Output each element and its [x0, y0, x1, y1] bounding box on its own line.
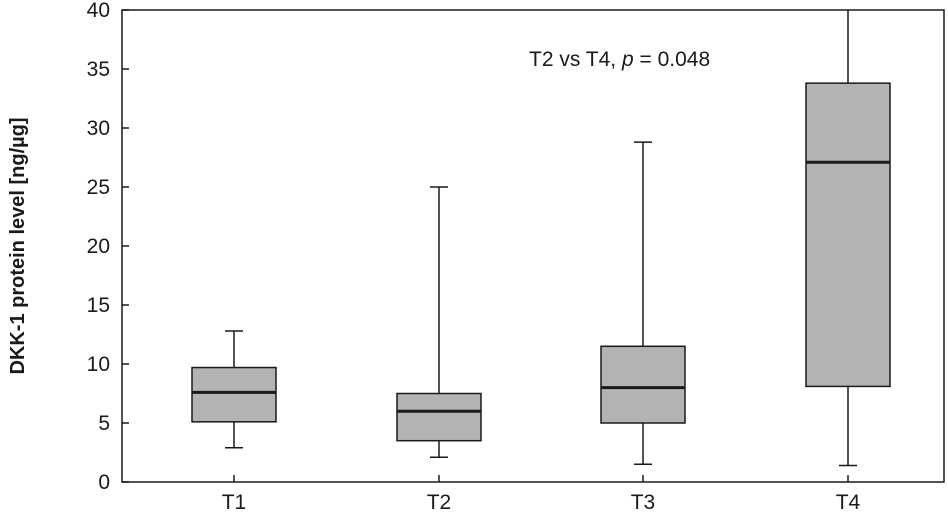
annotation-suffix: = 0.048: [634, 48, 710, 71]
y-tick-label-10: 10: [87, 353, 110, 376]
y-tick-label-25: 25: [87, 176, 110, 199]
y-tick-label-20: 20: [87, 235, 110, 258]
x-tick-label-t3: T3: [631, 491, 656, 514]
y-tick-label-5: 5: [98, 412, 110, 435]
box-t3: [600, 345, 686, 424]
x-tick-label-t1: T1: [222, 491, 247, 514]
plot-area: 0 5 10 15 20 25 30 35 40 T1 T2 T3 T4: [87, 0, 945, 514]
annotation-p-symbol: p: [621, 48, 634, 71]
y-tick-label-15: 15: [87, 294, 110, 317]
annotation-prefix: T2 vs T4,: [529, 48, 622, 71]
y-tick-label-35: 35: [87, 58, 110, 81]
y-tick-label-0: 0: [98, 471, 110, 494]
y-tick-label-40: 40: [87, 0, 110, 22]
x-tick-label-t2: T2: [427, 491, 452, 514]
x-tick-label-t4: T4: [836, 491, 861, 514]
box-t4: [805, 82, 891, 388]
box-t1: [191, 366, 277, 423]
box-t2: [396, 392, 482, 442]
y-tick-label-30: 30: [87, 117, 110, 140]
p-value-annotation: T2 vs T4, p = 0.048: [529, 48, 710, 71]
y-axis-title: DKK-1 protein level [ng/µg]: [7, 117, 29, 374]
